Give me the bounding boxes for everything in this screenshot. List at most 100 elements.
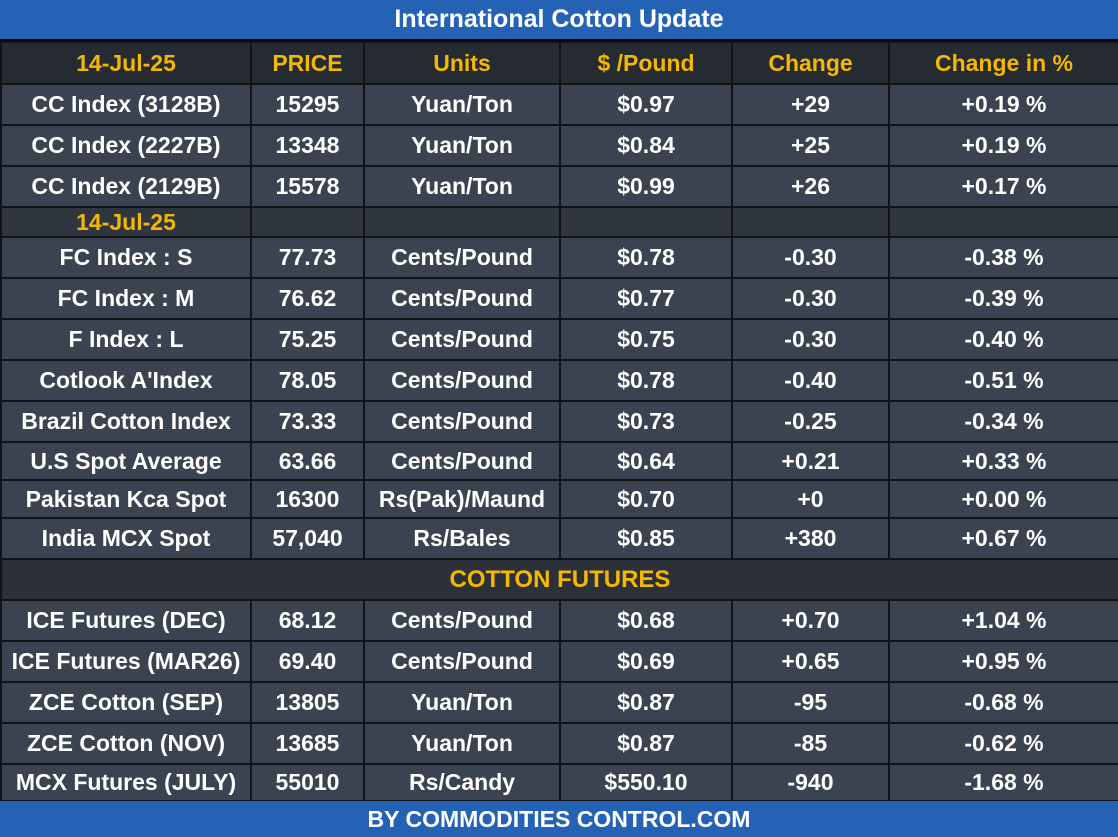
cell-units: Yuan/Ton: [363, 681, 561, 724]
cell-change: +25: [731, 124, 890, 167]
cell-change: -0.30: [731, 318, 890, 361]
table-row: India MCX Spot 57,040 Rs/Bales $0.85 +38…: [0, 517, 1118, 560]
cell-usd-per-pound: $550.10: [559, 763, 733, 802]
cell-usd-per-pound: $0.87: [559, 681, 733, 724]
cell-change: -95: [731, 681, 890, 724]
cell-units: Cents/Pound: [363, 640, 561, 683]
cell-commodity: ICE Futures (DEC): [0, 599, 252, 642]
cell-price: 55010: [250, 763, 365, 802]
header-units: Units: [363, 41, 561, 85]
cell-commodity: Brazil Cotton Index: [0, 400, 252, 443]
cell-units: Cents/Pound: [363, 599, 561, 642]
cell-units: Yuan/Ton: [363, 722, 561, 765]
empty-cell: [250, 206, 365, 238]
header-change-pct: Change in %: [888, 41, 1118, 85]
cell-commodity: FC Index : M: [0, 277, 252, 320]
cell-units: Cents/Pound: [363, 277, 561, 320]
cell-usd-per-pound: $0.78: [559, 359, 733, 402]
section-title-cotton-futures: COTTON FUTURES: [0, 558, 1118, 601]
cell-units: Cents/Pound: [363, 359, 561, 402]
cell-units: Cents/Pound: [363, 236, 561, 279]
header-change: Change: [731, 41, 890, 85]
table-row: ICE Futures (DEC) 68.12 Cents/Pound $0.6…: [0, 599, 1118, 642]
price-table: 14-Jul-25 PRICE Units $ /Pound Change Ch…: [0, 41, 1118, 802]
cell-change-pct: +1.04 %: [888, 599, 1118, 642]
cell-change-pct: +0.17 %: [888, 165, 1118, 208]
footer-credit: BY COMMODITIES CONTROL.COM: [0, 801, 1118, 837]
cell-commodity: CC Index (2129B): [0, 165, 252, 208]
cell-usd-per-pound: $0.64: [559, 441, 733, 481]
cell-change: -940: [731, 763, 890, 802]
empty-cell: [888, 206, 1118, 238]
cell-change-pct: -0.34 %: [888, 400, 1118, 443]
empty-cell: [559, 206, 733, 238]
cell-commodity: FC Index : S: [0, 236, 252, 279]
cell-change-pct: -1.68 %: [888, 763, 1118, 802]
date-row: 14-Jul-25: [0, 206, 1118, 238]
table-row: ICE Futures (MAR26) 69.40 Cents/Pound $0…: [0, 640, 1118, 683]
cell-commodity: Cotlook A'Index: [0, 359, 252, 402]
cell-units: Rs(Pak)/Maund: [363, 479, 561, 519]
cell-change: +29: [731, 83, 890, 126]
table-row: FC Index : S 77.73 Cents/Pound $0.78 -0.…: [0, 236, 1118, 279]
cell-usd-per-pound: $0.84: [559, 124, 733, 167]
table-row: FC Index : M 76.62 Cents/Pound $0.77 -0.…: [0, 277, 1118, 320]
cell-price: 16300: [250, 479, 365, 519]
cell-units: Rs/Candy: [363, 763, 561, 802]
cell-units: Yuan/Ton: [363, 83, 561, 126]
table-row: CC Index (2227B) 13348 Yuan/Ton $0.84 +2…: [0, 124, 1118, 167]
table-row: ZCE Cotton (SEP) 13805 Yuan/Ton $0.87 -9…: [0, 681, 1118, 724]
cell-usd-per-pound: $0.87: [559, 722, 733, 765]
cell-price: 13685: [250, 722, 365, 765]
cell-change: -0.30: [731, 236, 890, 279]
cell-price: 69.40: [250, 640, 365, 683]
table-row: F Index : L 75.25 Cents/Pound $0.75 -0.3…: [0, 318, 1118, 361]
cell-usd-per-pound: $0.68: [559, 599, 733, 642]
header-date: 14-Jul-25: [0, 41, 252, 85]
cell-change-pct: -0.38 %: [888, 236, 1118, 279]
cell-price: 13348: [250, 124, 365, 167]
cell-usd-per-pound: $0.69: [559, 640, 733, 683]
cell-price: 57,040: [250, 517, 365, 560]
section-row: COTTON FUTURES: [0, 558, 1118, 601]
cell-commodity: MCX Futures (JULY): [0, 763, 252, 802]
cell-units: Yuan/Ton: [363, 124, 561, 167]
table-row: Brazil Cotton Index 73.33 Cents/Pound $0…: [0, 400, 1118, 443]
cell-commodity: ICE Futures (MAR26): [0, 640, 252, 683]
cell-usd-per-pound: $0.73: [559, 400, 733, 443]
cell-change-pct: -0.39 %: [888, 277, 1118, 320]
cell-units: Cents/Pound: [363, 318, 561, 361]
cell-change: -0.30: [731, 277, 890, 320]
table-row: Cotlook A'Index 78.05 Cents/Pound $0.78 …: [0, 359, 1118, 402]
cell-change: +0.21: [731, 441, 890, 481]
cell-change: +0: [731, 479, 890, 519]
cell-price: 63.66: [250, 441, 365, 481]
empty-cell: [731, 206, 890, 238]
cell-commodity: India MCX Spot: [0, 517, 252, 560]
cell-price: 75.25: [250, 318, 365, 361]
cell-change: -0.25: [731, 400, 890, 443]
cell-change-pct: +0.33 %: [888, 441, 1118, 481]
cell-commodity: F Index : L: [0, 318, 252, 361]
cell-usd-per-pound: $0.70: [559, 479, 733, 519]
page-title: International Cotton Update: [0, 0, 1118, 41]
cell-change: -0.40: [731, 359, 890, 402]
cell-usd-per-pound: $0.97: [559, 83, 733, 126]
table-row: U.S Spot Average 63.66 Cents/Pound $0.64…: [0, 441, 1118, 481]
cell-commodity: ZCE Cotton (SEP): [0, 681, 252, 724]
cell-commodity: Pakistan Kca Spot: [0, 479, 252, 519]
cell-change-pct: -0.62 %: [888, 722, 1118, 765]
cell-change-pct: +0.19 %: [888, 124, 1118, 167]
date-label: 14-Jul-25: [0, 206, 252, 238]
cell-commodity: U.S Spot Average: [0, 441, 252, 481]
header-row: 14-Jul-25 PRICE Units $ /Pound Change Ch…: [0, 41, 1118, 85]
cell-change: +26: [731, 165, 890, 208]
cell-units: Yuan/Ton: [363, 165, 561, 208]
cell-price: 68.12: [250, 599, 365, 642]
table-row: CC Index (3128B) 15295 Yuan/Ton $0.97 +2…: [0, 83, 1118, 126]
cell-units: Cents/Pound: [363, 400, 561, 443]
cell-usd-per-pound: $0.99: [559, 165, 733, 208]
cell-change: +0.70: [731, 599, 890, 642]
cell-change-pct: -0.40 %: [888, 318, 1118, 361]
cell-change-pct: +0.19 %: [888, 83, 1118, 126]
